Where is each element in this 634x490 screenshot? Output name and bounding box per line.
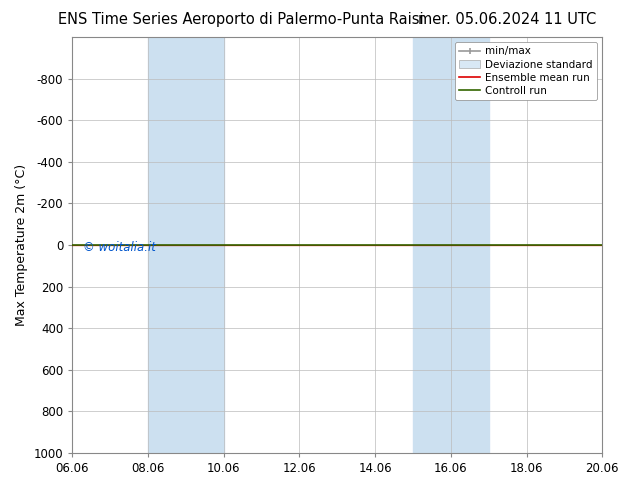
Y-axis label: Max Temperature 2m (°C): Max Temperature 2m (°C) <box>15 164 28 326</box>
Bar <box>413 37 489 453</box>
Text: © woitalia.it: © woitalia.it <box>83 241 156 254</box>
Text: mer. 05.06.2024 11 UTC: mer. 05.06.2024 11 UTC <box>418 12 597 27</box>
Legend: min/max, Deviazione standard, Ensemble mean run, Controll run: min/max, Deviazione standard, Ensemble m… <box>455 42 597 100</box>
Bar <box>148 37 224 453</box>
Text: ENS Time Series Aeroporto di Palermo-Punta Raisi: ENS Time Series Aeroporto di Palermo-Pun… <box>58 12 424 27</box>
